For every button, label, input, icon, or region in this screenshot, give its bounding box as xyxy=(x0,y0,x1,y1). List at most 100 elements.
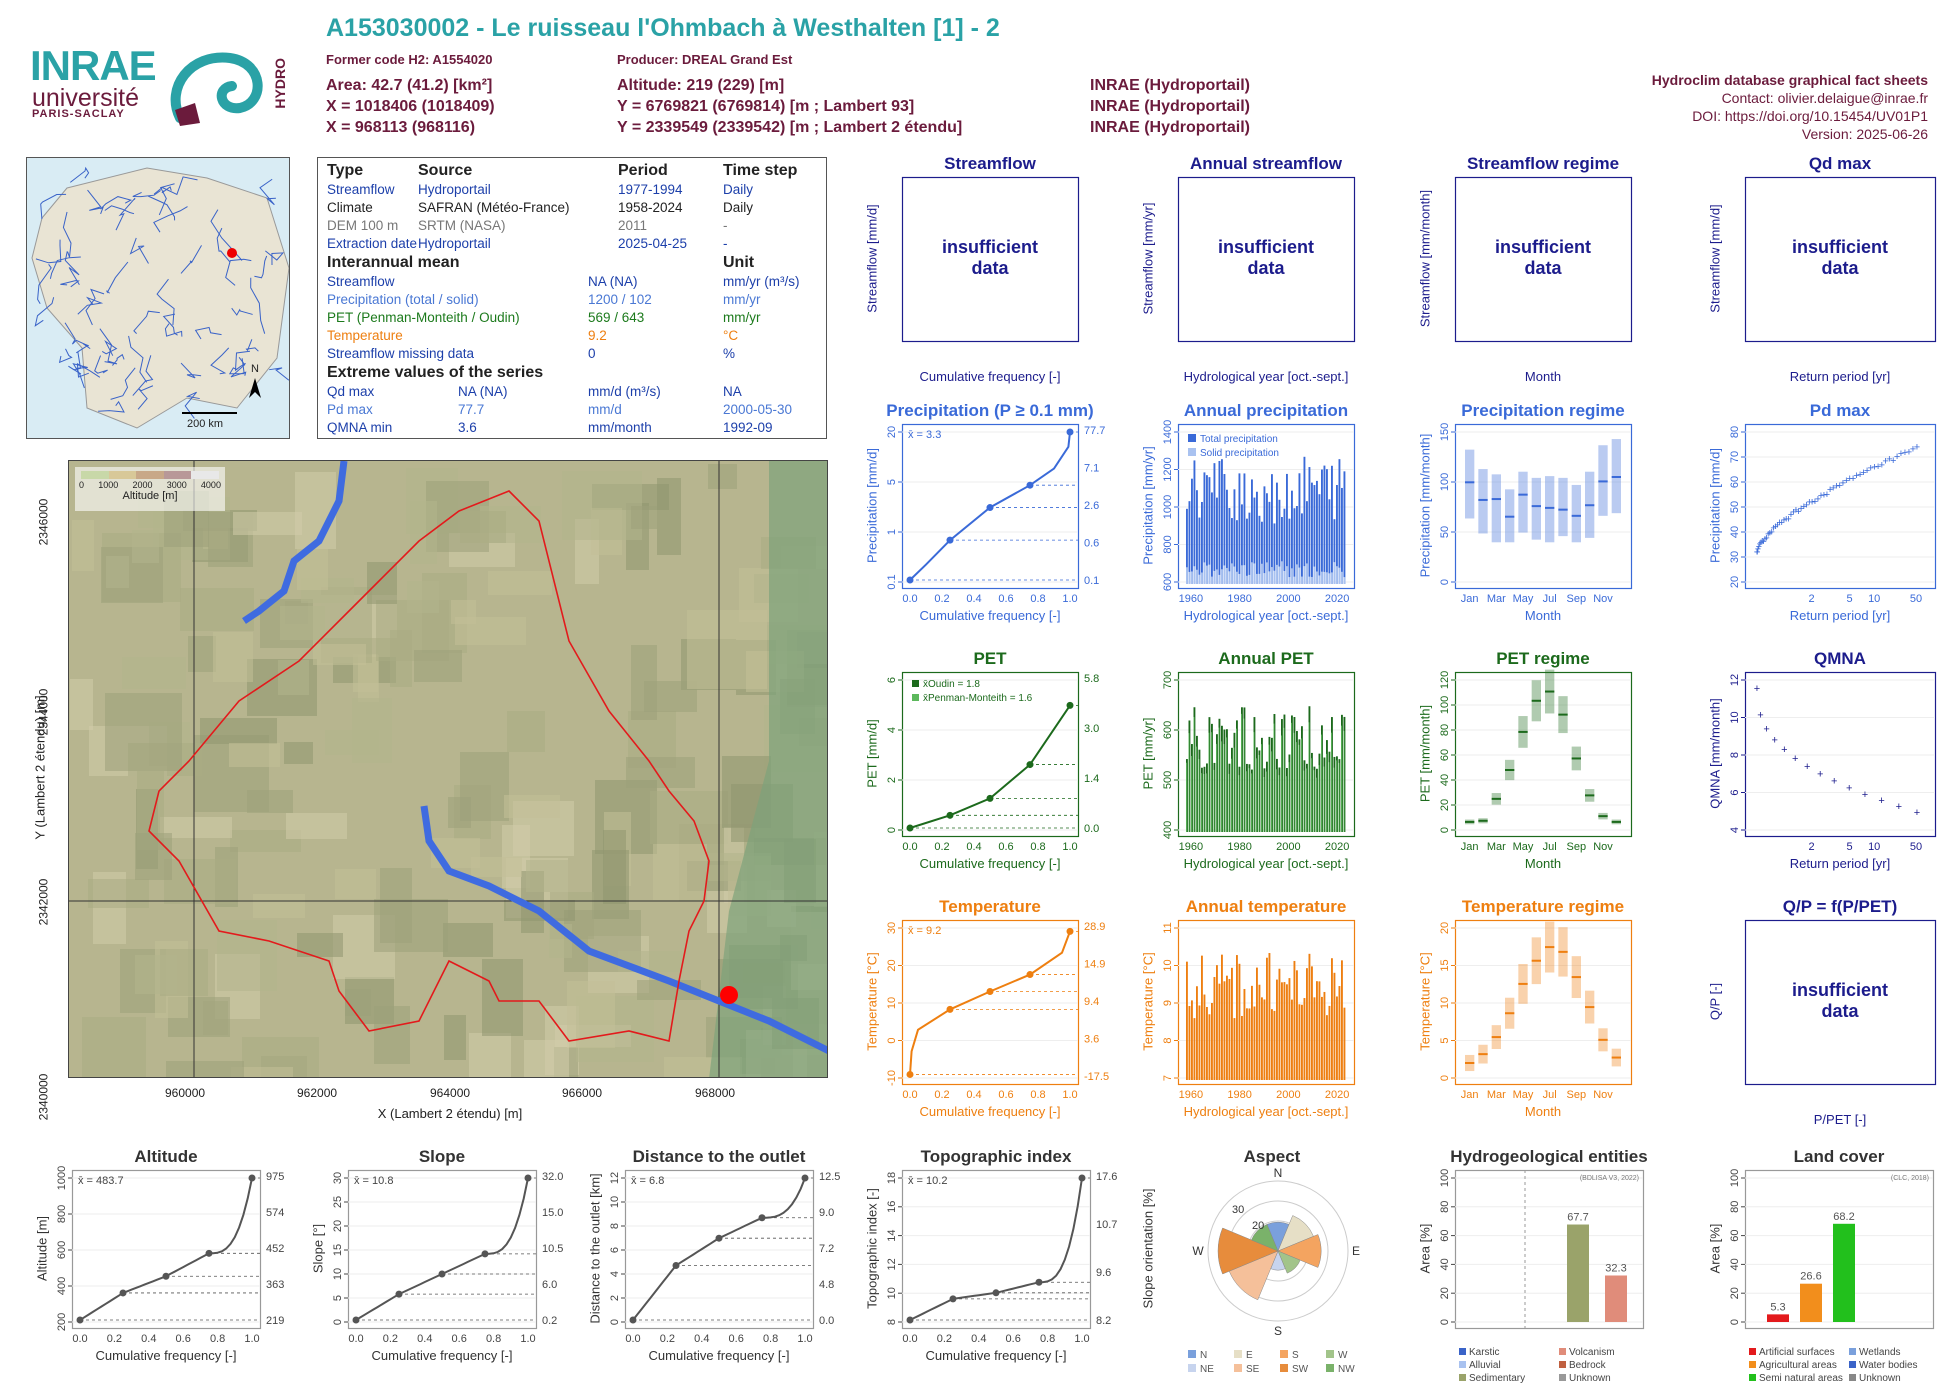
annual-bar xyxy=(1291,999,1293,1080)
pm-pet-bar xyxy=(1293,732,1295,832)
table-cell: SAFRAN (Météo-France) xyxy=(418,200,570,215)
month-label: Sep xyxy=(1567,1089,1587,1101)
aspect-sector xyxy=(1277,1234,1322,1268)
xtick-label: 2020 xyxy=(1325,593,1349,605)
plot-area: 8 10 12 14 16 18 17.6 10.7 9.6 8.2 x̄ = 10.2 0.0 0.2… xyxy=(886,1169,1117,1345)
month-label: Jan xyxy=(1461,1089,1479,1101)
map-xtick: 962000 xyxy=(297,1086,338,1100)
ytick-label: 600 xyxy=(56,1241,68,1259)
annual-bar xyxy=(1218,983,1221,1080)
solid-precip-bar xyxy=(1288,577,1291,584)
legend-label: W xyxy=(1338,1350,1348,1361)
ytick-label: 5 xyxy=(1439,1037,1451,1043)
annual-bar xyxy=(1273,1010,1276,1080)
chart-ylabel: Precipitation [mm/d] xyxy=(864,448,880,563)
insufficient-data-label: insufficient data xyxy=(1218,237,1315,278)
annual-bar xyxy=(1211,723,1213,832)
right-value-label: 28.9 xyxy=(1084,921,1105,933)
annual-bar xyxy=(1213,977,1216,1080)
version: Version: 2025-06-26 xyxy=(1801,126,1928,142)
ytick-label: 20 xyxy=(1439,799,1451,811)
plot-area: 20304050607080++++++++++++++++++++++++++… xyxy=(1729,423,1937,605)
annual-bar xyxy=(1198,1005,1201,1080)
annual-bar xyxy=(1211,492,1213,584)
legend-tick: 3000 xyxy=(166,480,187,490)
chart-ylabel: Temperature [°C] xyxy=(864,952,880,1051)
legend-tick: 1000 xyxy=(98,480,119,490)
legend-swatch xyxy=(1188,1350,1196,1358)
chart-xlabel: Hydrological year [oct.-sept.] xyxy=(1183,608,1349,623)
annual-bar xyxy=(1188,501,1191,584)
annual-bar xyxy=(1248,1008,1251,1080)
ytick-label: 8 xyxy=(886,1319,898,1325)
station-marker xyxy=(227,248,237,258)
contact[interactable]: Contact: olivier.delaigue@inrae.fr xyxy=(1721,90,1928,106)
catchment-boundary xyxy=(148,490,710,1042)
legend-label: Wetlands xyxy=(1859,1347,1901,1358)
annual-bar xyxy=(1341,960,1343,1080)
chart-xlabel: Return period [yr] xyxy=(1789,608,1891,623)
month-label: May xyxy=(1513,1089,1534,1101)
annual-bar xyxy=(1263,486,1266,584)
xtick-label: 0.4 xyxy=(141,1333,156,1345)
month-label: Jan xyxy=(1461,593,1479,605)
inrae-logo: INRAE xyxy=(30,42,157,89)
xtick-label: 0.0 xyxy=(902,1333,917,1345)
annual-bar xyxy=(1216,734,1218,832)
solid-precip-bar xyxy=(1281,561,1283,584)
table-cell: mm/yr (m³/s) xyxy=(723,274,800,289)
legend-swatch xyxy=(1234,1364,1242,1372)
scatter-point: + xyxy=(1815,494,1821,506)
annual-bar xyxy=(1321,996,1323,1080)
direction-label: N xyxy=(1274,1166,1283,1180)
annual-bar xyxy=(1241,707,1243,832)
right-value-label: 452 xyxy=(266,1243,284,1255)
xtick-label: 0.2 xyxy=(934,841,949,853)
annual-bar xyxy=(1258,515,1261,584)
ytick-label: 10 xyxy=(1729,711,1741,723)
plot-area: 200 400 600 800 1000 975 574 452 363 219 x̄ = 483.… xyxy=(56,1166,284,1345)
table-cell: 3.6 xyxy=(458,420,477,435)
solid-precip-bar xyxy=(1273,570,1276,584)
pm-pet-bar xyxy=(1256,758,1257,832)
legend-swatch xyxy=(1280,1350,1288,1358)
chart-xlabel: Cumulative frequency [-] xyxy=(95,1348,237,1363)
annual-bar xyxy=(1303,456,1306,584)
pm-pet-bar xyxy=(1276,769,1277,832)
mean-label: x̄ = 6.8 xyxy=(631,1175,664,1187)
chart-xlabel: Cumulative frequency [-] xyxy=(919,856,1061,871)
ytick-label: 4 xyxy=(1729,827,1741,833)
scatter-point: + xyxy=(1768,526,1774,538)
annual-bar xyxy=(1336,996,1338,1080)
doi[interactable]: DOI: https://doi.org/10.15454/UV01P1 xyxy=(1692,108,1928,124)
table-cell: PET (Penman-Monteith / Oudin) xyxy=(327,310,520,325)
legend-label: Unknown xyxy=(1859,1373,1901,1384)
right-value-label: 14.9 xyxy=(1084,959,1105,971)
right-value-label: 5.8 xyxy=(1084,673,1099,685)
table-cell: QMNA min xyxy=(327,420,393,435)
solid-precip-bar xyxy=(1253,563,1256,584)
scatter-point: + xyxy=(1818,490,1824,502)
xtick-label: 0.6 xyxy=(998,593,1013,605)
annual-bar xyxy=(1268,953,1271,1080)
ytick-label: 0 xyxy=(609,1319,621,1325)
xtick-label: 2020 xyxy=(1325,1089,1349,1101)
annual-bar xyxy=(1241,1015,1243,1080)
scatter-point: + xyxy=(1833,481,1839,493)
annual-bar xyxy=(1326,1015,1328,1080)
pm-pet-bar xyxy=(1336,760,1337,832)
annual-bar xyxy=(1261,737,1263,832)
annual-bar xyxy=(1236,520,1238,584)
plot-area: 400 500 600 700 1960 1980 2000 2020 xyxy=(1162,671,1356,853)
xtick-label: 1980 xyxy=(1227,593,1251,605)
solid-precip-bar xyxy=(1293,576,1296,584)
annual-bar xyxy=(1333,519,1336,584)
legend-swatch xyxy=(1459,1348,1466,1355)
xtick-label: 2 xyxy=(1808,841,1814,853)
month-label: May xyxy=(1513,841,1534,853)
plot-area xyxy=(1177,176,1356,343)
month-label: Jul xyxy=(1543,841,1557,853)
scatter-point: + xyxy=(1894,451,1900,463)
annual-bar xyxy=(1258,984,1261,1080)
annual-bar xyxy=(1296,506,1298,584)
